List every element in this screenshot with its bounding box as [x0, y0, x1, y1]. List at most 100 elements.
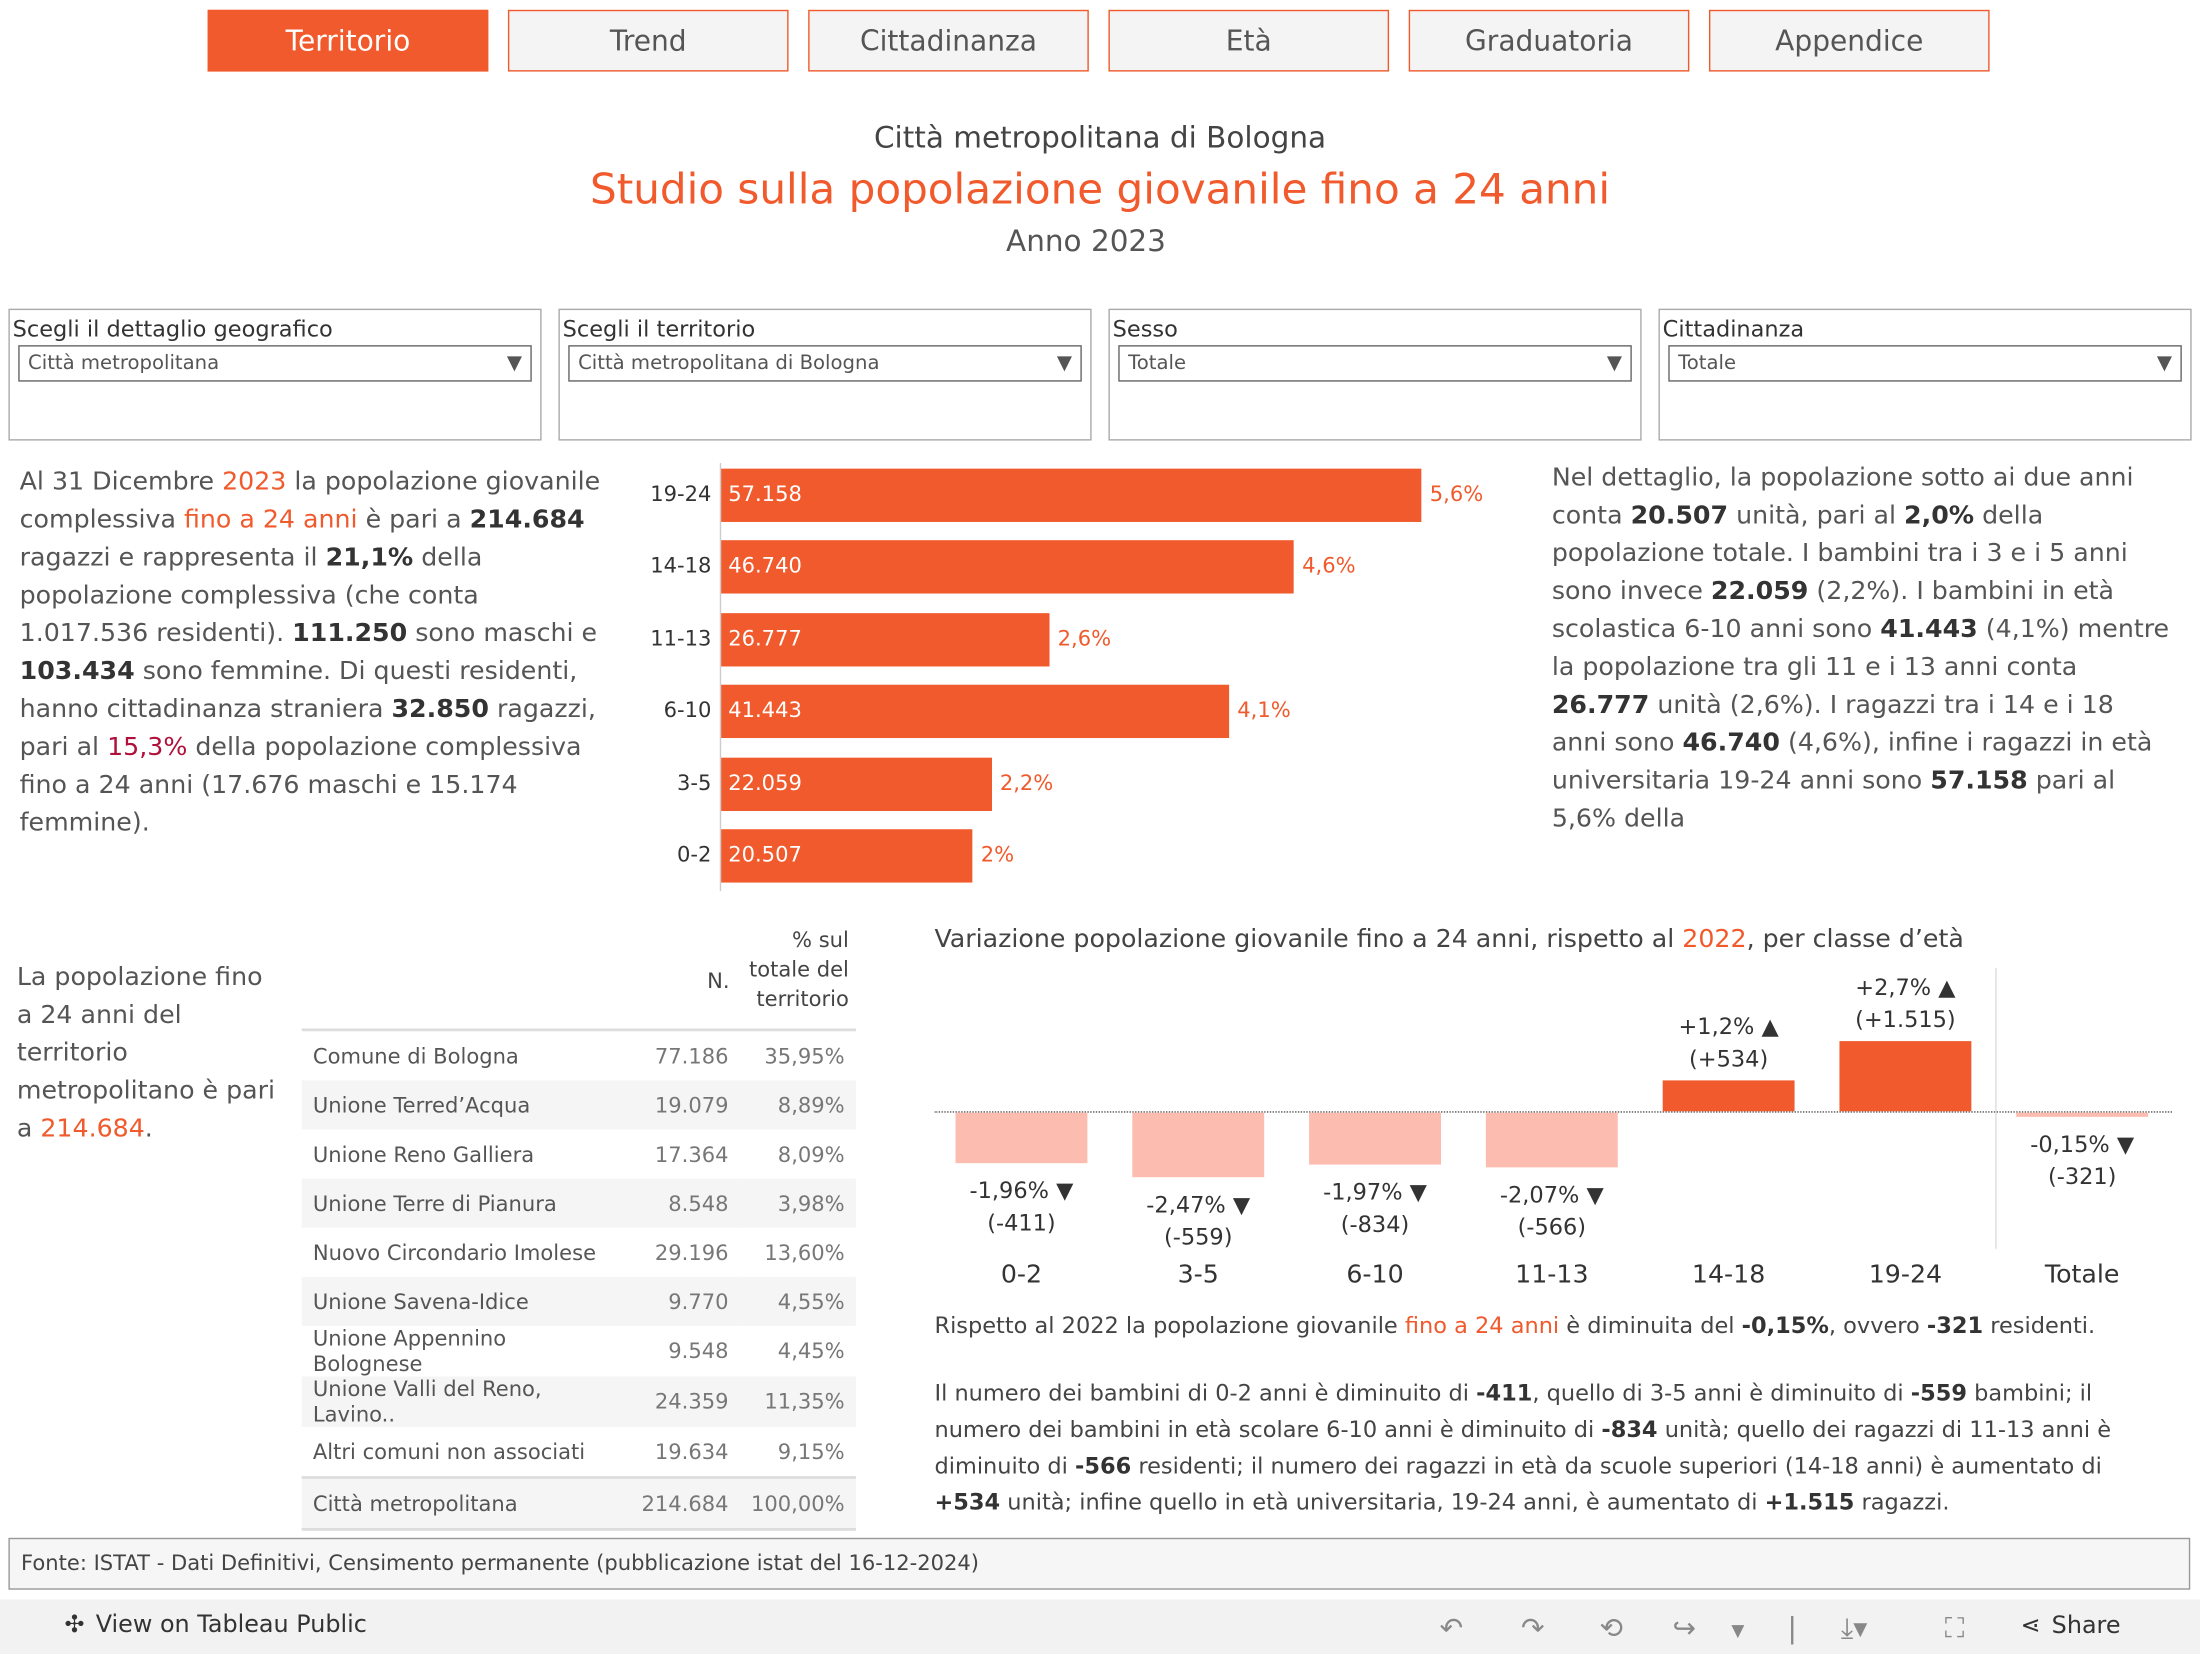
territory-pct: 8,09% — [777, 1141, 845, 1167]
filter-territory: Scegli il territorio Città metropolitana… — [558, 308, 1092, 441]
dropdown-arrow-icon: ▼ — [506, 352, 522, 375]
territory-pct: 13,60% — [764, 1239, 845, 1265]
page-subtitle: Città metropolitana di Bologna — [873, 120, 1327, 155]
arrow-down-icon: ▼ — [1586, 1180, 1604, 1208]
table-row[interactable]: Nuovo Circondario Imolese 29.196 13,60% — [302, 1228, 856, 1277]
bar[interactable] — [721, 468, 1422, 522]
bar-pct-label: 4,1% — [1237, 697, 1291, 723]
bar-category-label: 14-18 — [650, 553, 712, 579]
bar-value-label: 20.507 — [728, 841, 802, 868]
territory-name: Nuovo Circondario Imolese — [312, 1239, 597, 1265]
bar-value-label: 57.158 — [728, 481, 802, 507]
territory-count: 9.770 — [668, 1288, 729, 1315]
source-note: Fonte: ISTAT - Dati Definitivi, Censimen… — [8, 1537, 2191, 1590]
x-axis-label: 19-24 — [1868, 1259, 1943, 1290]
tab-eta[interactable]: Età — [1108, 9, 1390, 72]
variation-label: -0,15% ▼ (-321) — [2030, 1130, 2135, 1190]
bar[interactable] — [721, 612, 1050, 667]
bar[interactable] — [721, 540, 1294, 595]
territory-pct: 4,45% — [777, 1338, 845, 1364]
bar-pct-label: 4,6% — [1302, 553, 1356, 579]
tab-trend[interactable]: Trend — [507, 9, 789, 72]
tab-territorio[interactable]: Territorio — [207, 9, 489, 72]
variation-bar[interactable] — [1662, 1079, 1795, 1112]
select-value: Città metropolitana — [28, 352, 220, 375]
chevron-down-icon[interactable]: ▼ — [1731, 1620, 1745, 1641]
table-row[interactable]: Unione Valli del Reno, Lavino.. 24.359 1… — [301, 1376, 856, 1427]
variation-label: -2,47% ▼ (-559) — [1146, 1191, 1251, 1251]
filter-citizenship: Cittadinanza Totale ▼ — [1658, 308, 2192, 441]
table-row[interactable]: Unione Reno Galliera 17.364 8,09% — [302, 1129, 856, 1178]
select-value: Totale — [1678, 352, 1737, 375]
x-axis-label: 6-10 — [1346, 1259, 1404, 1290]
bar[interactable] — [721, 829, 973, 883]
table-row[interactable]: Unione Terred’Acqua 19.079 8,89% — [301, 1080, 856, 1130]
bar-category-label: 0-2 — [676, 841, 712, 868]
territory-name: Unione Reno Galliera — [312, 1141, 535, 1167]
table-row[interactable]: Altri comuni non associati 19.634 9,15% — [302, 1427, 856, 1478]
x-axis-label: 3-5 — [1177, 1259, 1219, 1290]
arrow-down-icon: ▼ — [1409, 1178, 1427, 1205]
tab-cittadinanza[interactable]: Cittadinanza — [808, 9, 1089, 72]
filter-geographic-detail: Scegli il dettaglio geografico Città met… — [8, 308, 542, 441]
dropdown-arrow-icon: ▼ — [1606, 352, 1622, 375]
x-axis-label: 0-2 — [1000, 1259, 1043, 1290]
territory-count: 29.196 — [654, 1239, 729, 1265]
territory-count: 19.079 — [654, 1092, 729, 1118]
column-header-n: N. — [707, 968, 730, 994]
bar-category-label: 3-5 — [676, 769, 712, 795]
redo-icon[interactable]: ↷ — [1520, 1610, 1545, 1645]
refresh-icon[interactable]: ↪ — [1672, 1610, 1697, 1645]
arrow-up-icon: ▲ — [1761, 1012, 1779, 1040]
bar-chart-axis — [719, 463, 722, 891]
fullscreen-icon[interactable]: ⛶ — [1944, 1610, 1965, 1645]
dropdown-arrow-icon: ▼ — [1056, 352, 1072, 375]
share-button[interactable]: ⋖ Share — [2020, 1612, 2120, 1640]
territory-pct: 8,89% — [777, 1092, 845, 1118]
citizenship-select[interactable]: Totale ▼ — [1668, 345, 2182, 382]
variation-chart-title: Variazione popolazione giovanile fino a … — [934, 924, 1964, 955]
territory-count: 77.186 — [654, 1043, 729, 1069]
bar-value-label: 22.059 — [728, 769, 802, 795]
table-row[interactable]: Unione Savena-Idice 9.770 4,55% — [301, 1276, 856, 1326]
bar-pct-label: 5,6% — [1429, 481, 1484, 507]
territory-pct: 9,15% — [777, 1438, 845, 1465]
select-value: Città metropolitana di Bologna — [578, 352, 880, 375]
filter-sex: Sesso Totale ▼ — [1108, 308, 1642, 441]
variation-label: -1,97% ▼ (-834) — [1323, 1178, 1427, 1238]
territory-count: 214.684 — [641, 1490, 729, 1517]
variation-bar[interactable] — [1309, 1112, 1441, 1165]
variation-bar[interactable] — [1485, 1112, 1618, 1167]
territory-name: Unione Terred’Acqua — [312, 1092, 531, 1118]
page-title: Studio sulla popolazione giovanile fino … — [589, 165, 1611, 215]
filter-label: Sesso — [1112, 315, 1178, 343]
variation-bar[interactable] — [1839, 1040, 1972, 1112]
territory-name: Altri comuni non associati — [312, 1438, 586, 1465]
tab-appendice[interactable]: Appendice — [1708, 9, 1990, 72]
bar-pct-label: 2% — [980, 841, 1015, 868]
bar[interactable] — [721, 684, 1229, 739]
sex-select[interactable]: Totale ▼ — [1118, 345, 1632, 382]
variation-bar[interactable] — [955, 1112, 1088, 1164]
territory-pct: 35,95% — [764, 1043, 845, 1069]
variation-bar[interactable] — [2016, 1112, 2149, 1117]
variation-bar[interactable] — [1132, 1112, 1265, 1178]
table-row[interactable]: Unione Appennino Bolognese 9.548 4,45% — [302, 1326, 856, 1377]
revert-icon[interactable]: ⟲ — [1599, 1610, 1624, 1645]
view-on-tableau-link[interactable]: ✣ View on Tableau Public — [65, 1611, 367, 1639]
territory-pct: 3,98% — [777, 1190, 845, 1216]
bar-value-label: 46.740 — [728, 553, 802, 579]
download-icon[interactable]: ⤓▾ — [1840, 1610, 1868, 1645]
table-row[interactable]: Comune di Bologna 77.186 35,95% — [302, 1030, 856, 1081]
total-divider — [1995, 968, 1997, 1249]
geographic-detail-select[interactable]: Città metropolitana ▼ — [18, 345, 532, 382]
territory-select[interactable]: Città metropolitana di Bologna ▼ — [568, 345, 1082, 382]
undo-icon[interactable]: ↶ — [1439, 1610, 1464, 1645]
bar-category-label: 19-24 — [650, 481, 712, 507]
territory-count: 8.548 — [668, 1190, 729, 1216]
variation-label: +2,7% ▲ (+1.515) — [1855, 973, 1956, 1033]
table-row[interactable]: Città metropolitana 214.684 100,00% — [301, 1477, 856, 1530]
table-row[interactable]: Unione Terre di Pianura 8.548 3,98% — [301, 1178, 856, 1228]
bar[interactable] — [721, 757, 992, 811]
tab-graduatoria[interactable]: Graduatoria — [1408, 9, 1690, 72]
